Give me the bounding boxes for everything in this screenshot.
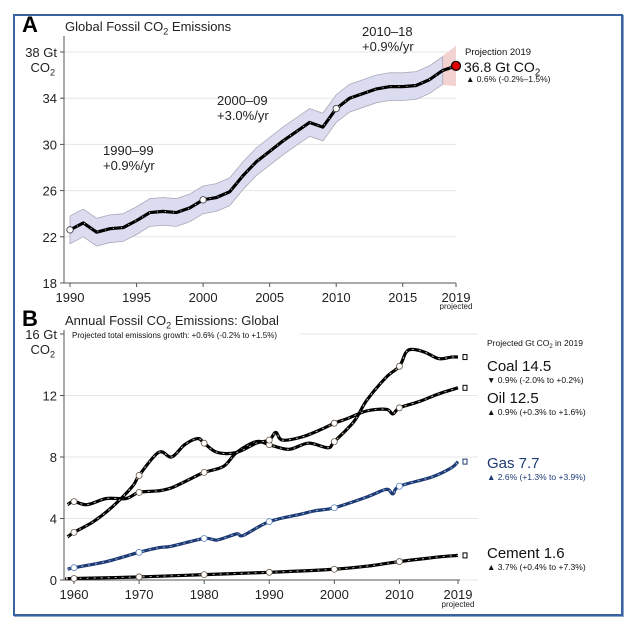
- cement-marker: [396, 558, 403, 565]
- period-annotation: 2010–18: [362, 24, 413, 39]
- coal-line: [66, 347, 459, 507]
- cement-marker: [200, 571, 208, 579]
- panel-label-a: A: [22, 12, 38, 37]
- x-tick-label: 1980: [190, 587, 219, 602]
- cement-marker: [330, 565, 338, 573]
- figure-frame: [13, 14, 623, 616]
- oil-line-dashes: [67, 387, 459, 538]
- legend-gas-change: ▲ 2.6% (+1.3% to +3.9%): [487, 472, 586, 482]
- cement-marker: [135, 573, 143, 581]
- x-tick-label: 1970: [125, 587, 154, 602]
- coal-marker: [330, 438, 338, 446]
- y-axis-label-top: 38 Gt: [25, 45, 57, 60]
- chart-a-title: Global Fossil CO2 Emissions: [65, 19, 232, 36]
- legend-cement-value: Cement 1.6: [487, 545, 565, 562]
- coal-marker: [135, 488, 143, 496]
- oil-marker: [70, 528, 78, 536]
- projection-marker: [450, 60, 462, 71]
- period-annotation: +0.9%/yr: [103, 158, 155, 173]
- coal-marker: [70, 498, 78, 505]
- coal-marker: [396, 362, 403, 370]
- coal-marker: [200, 468, 208, 476]
- projection-band: [442, 45, 456, 86]
- projection-change: ▲ 0.6% (-0.2%–1.5%): [466, 74, 551, 84]
- x-tick-label: 2015: [388, 290, 417, 305]
- x-projected-label: projected: [442, 600, 475, 609]
- period-annotation: 2000–09: [217, 93, 268, 108]
- data-marker: [199, 196, 207, 204]
- y-tick-label: 0: [50, 573, 57, 588]
- chart-b-title: Annual Fossil CO2 Emissions: Global: [65, 313, 279, 330]
- x-tick-label: 2005: [255, 290, 284, 305]
- coal-projection-errorbar: [462, 354, 468, 361]
- gas-marker: [135, 548, 143, 556]
- cement-line: [65, 553, 459, 581]
- oil-marker: [135, 472, 143, 479]
- gas-marker: [70, 564, 78, 572]
- gas-projection-errorbar: [462, 458, 468, 465]
- y-axis-unit: CO2: [30, 342, 55, 359]
- projection-value: 36.8 Gt CO2: [464, 59, 540, 79]
- x-tick-label: 1990: [255, 587, 284, 602]
- coal-line-dashes: [67, 348, 459, 506]
- y-tick-label: 30: [43, 137, 57, 152]
- x-tick-label: 2010: [385, 587, 414, 602]
- y-axis-unit: CO2: [30, 60, 55, 77]
- x-projected-label: projected: [440, 302, 473, 310]
- x-tick-label: 1990: [56, 290, 85, 305]
- legend-gas-value: Gas 7.7: [487, 455, 540, 472]
- legend-cement-change: ▲ 3.7% (+0.4% to +7.3%): [487, 562, 586, 572]
- chart-a: A Global Fossil CO2 Emissions 18 22 26 30 34 38…: [22, 12, 551, 310]
- oil-marker: [200, 439, 208, 447]
- legend-coal-value: Coal 14.5: [487, 358, 551, 375]
- oil-projection-errorbar: [462, 384, 468, 391]
- legend-oil-value: Oil 12.5: [487, 390, 539, 407]
- period-annotation: 1990–99: [103, 143, 154, 158]
- y-tick-label: 26: [43, 184, 57, 199]
- y-tick-label: 34: [43, 91, 57, 106]
- x-tick-label: 2010: [322, 290, 351, 305]
- x-tick-label: 1995: [122, 290, 151, 305]
- x-tick-label: 2019: [444, 587, 473, 602]
- y-tick-label: 4: [50, 512, 57, 527]
- gas-marker: [200, 535, 208, 542]
- x-tick-label: 2019: [442, 290, 471, 305]
- chart-b-subtitle: Projected total emissions growth: +0.6% …: [72, 331, 277, 340]
- y-tick-label: 22: [43, 230, 57, 245]
- oil-marker: [396, 404, 403, 412]
- data-marker: [332, 104, 340, 113]
- legend-coal-change: ▼ 0.9% (-2.0% to +0.2%): [487, 375, 584, 385]
- cement-marker: [70, 575, 78, 582]
- x-tick-label: 2000: [320, 587, 349, 602]
- cement-projection-errorbar: [462, 552, 468, 559]
- gas-line: [67, 460, 460, 571]
- gas-marker: [330, 504, 338, 512]
- y-axis-label-top: 16 Gt: [25, 327, 57, 342]
- data-marker: [66, 226, 74, 234]
- gas-line-dashes: [67, 461, 459, 570]
- x-tick-label: 1960: [60, 587, 89, 602]
- gas-marker: [396, 482, 403, 490]
- legend-header: Projected Gt CO2 in 2019: [487, 338, 583, 350]
- gas-marker: [265, 518, 273, 525]
- oil-marker: [265, 436, 273, 444]
- projection-label: Projection 2019: [465, 47, 531, 58]
- uncertainty-band: [69, 55, 444, 247]
- oil-marker: [330, 419, 338, 427]
- x-tick-label: 2000: [189, 290, 218, 305]
- legend-oil-change: ▲ 0.9% (+0.3% to +1.6%): [487, 407, 586, 417]
- period-annotation: +3.0%/yr: [217, 108, 269, 123]
- cement-marker: [265, 568, 273, 576]
- emissions-line: [69, 64, 457, 234]
- period-annotation: +0.9%/yr: [362, 39, 414, 54]
- y-tick-label: 12: [43, 389, 57, 404]
- y-tick-label: 8: [50, 450, 57, 465]
- panel-label-b: B: [22, 306, 38, 331]
- y-tick-label: 18: [43, 276, 57, 291]
